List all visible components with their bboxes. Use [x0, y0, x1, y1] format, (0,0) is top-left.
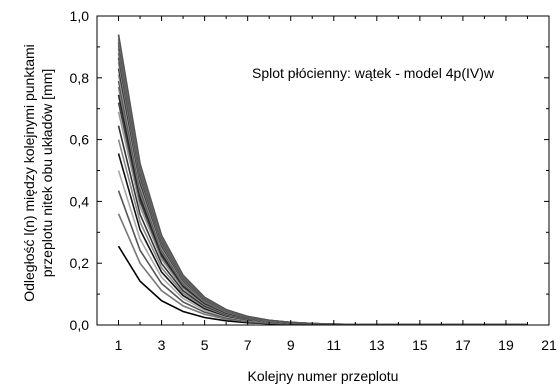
series-line-23 [117, 34, 528, 326]
series-layer [117, 34, 528, 326]
ticks-layer: 1 3 5 7 9 11 13 15 17 19 210,00,20,40,60,81,0 [70, 8, 557, 353]
x-tick-label-1: 1 [115, 337, 123, 353]
x-tick-label-5: 5 [201, 337, 209, 353]
y-axis-title-line2: przeplotu nitek obu układów [mm] [39, 69, 55, 278]
x-tick-label-19: 19 [498, 337, 514, 353]
plot-frame [96, 15, 550, 326]
x-tick-label-13: 13 [369, 337, 385, 353]
x-tick-label-17: 17 [455, 337, 471, 353]
series-line-6 [117, 139, 528, 326]
x-tick-label-21: 21 [541, 337, 557, 353]
x-axis-title: Kolejny numer przeplotu [248, 368, 399, 384]
y-tick-label-2: 0,4 [70, 193, 90, 209]
y-tick-label-0: 0,0 [70, 317, 90, 333]
x-tick-label-11: 11 [326, 337, 341, 353]
y-tick-label-4: 0,8 [70, 70, 90, 86]
x-tick-label-3: 3 [158, 337, 166, 353]
chart-annotation: Splot płócienny: wątek - model 4p(IV)w [252, 65, 495, 81]
x-tick-label-7: 7 [244, 337, 252, 353]
x-tick-label-9: 9 [287, 337, 295, 353]
y-tick-label-1: 0,2 [70, 255, 90, 271]
series-line-4 [117, 170, 528, 326]
y-tick-label-5: 1,0 [70, 8, 90, 24]
y-tick-label-3: 0,6 [70, 132, 90, 148]
x-tick-label-15: 15 [412, 337, 428, 353]
y-axis-title-line1: Odległość l(n) między kolejnymi punktami [21, 44, 37, 302]
